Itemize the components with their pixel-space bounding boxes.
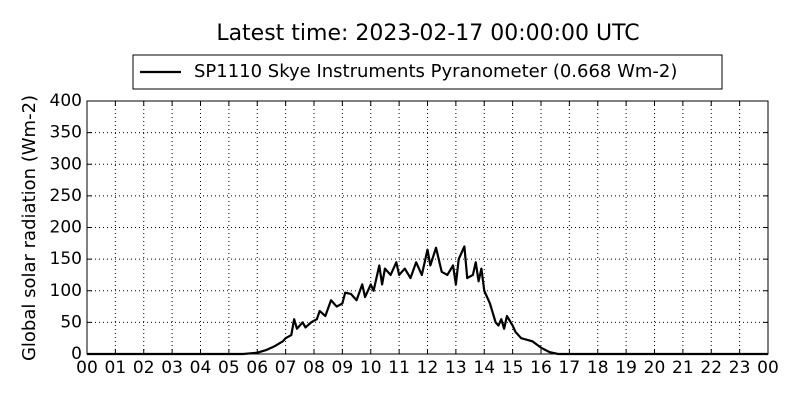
y-tick-label: 0: [71, 344, 82, 364]
legend-label: SP1110 Skye Instruments Pyranometer (0.6…: [194, 61, 677, 82]
x-tick-label: 01: [105, 358, 127, 378]
y-tick-label: 100: [50, 281, 82, 301]
x-tick-label: 18: [587, 358, 609, 378]
x-tick-label: 22: [700, 358, 722, 378]
x-tick-label: 13: [445, 358, 467, 378]
y-tick-label: 200: [50, 218, 82, 238]
x-tick-label: 07: [275, 358, 297, 378]
x-tick-label: 06: [246, 358, 268, 378]
x-tick-label: 00: [757, 358, 779, 378]
y-tick-label: 50: [60, 312, 82, 332]
x-tick-label: 08: [303, 358, 325, 378]
y-tick-label: 250: [50, 186, 82, 206]
y-tick-label: 400: [50, 91, 82, 111]
x-tick-label: 16: [530, 358, 552, 378]
x-tick-label: 03: [161, 358, 183, 378]
x-tick-label: 04: [190, 358, 212, 378]
x-tick-label: 05: [218, 358, 240, 378]
x-tick-label: 23: [729, 358, 751, 378]
x-tick-label: 20: [644, 358, 666, 378]
x-tick-label: 15: [502, 358, 524, 378]
x-tick-label: 10: [360, 358, 382, 378]
y-tick-label: 350: [50, 123, 82, 143]
x-tick-label: 12: [417, 358, 439, 378]
x-tick-label: 19: [615, 358, 637, 378]
x-tick-label: 21: [672, 358, 694, 378]
x-tick-label: 02: [133, 358, 155, 378]
y-tick-label: 150: [50, 249, 82, 269]
x-tick-label: 09: [332, 358, 354, 378]
y-axis-label: Global solar radiation (Wm-2): [19, 95, 40, 361]
x-tick-label: 17: [559, 358, 581, 378]
x-tick-label: 14: [473, 358, 495, 378]
legend-box: [132, 54, 723, 90]
y-tick-label: 300: [50, 154, 82, 174]
data-line: [87, 245, 768, 356]
x-tick-label: 11: [388, 358, 410, 378]
plot-area: [86, 100, 769, 356]
chart-title: Latest time: 2023-02-17 00:00:00 UTC: [216, 21, 639, 46]
x-tick-label: 00: [76, 358, 98, 378]
